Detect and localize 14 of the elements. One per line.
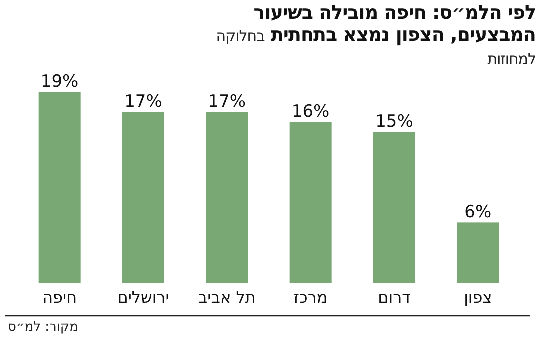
data-label: 17% xyxy=(124,92,162,112)
x-tick-label: דרום xyxy=(378,288,412,307)
data-label: 16% xyxy=(292,102,330,122)
data-label: 15% xyxy=(376,112,414,132)
data-label: 19% xyxy=(40,72,79,92)
x-tick-label: מרכז xyxy=(294,288,328,307)
x-tick-label: חיפה xyxy=(42,288,78,307)
data-label: 17% xyxy=(208,92,246,112)
x-tick-label: תל אביב xyxy=(198,288,256,307)
x-tick-label: צפון xyxy=(464,288,492,307)
x-tick-label: ירושלים xyxy=(118,288,170,307)
data-label: 6% xyxy=(464,202,492,223)
annotation: מקור: למ״ס xyxy=(8,320,78,335)
title: לפי הלמ״ס: חיפה מובילה בשיעור המבצעים, הצפון נמצא בתחתית בחלוקה למחוזות xyxy=(215,2,536,70)
